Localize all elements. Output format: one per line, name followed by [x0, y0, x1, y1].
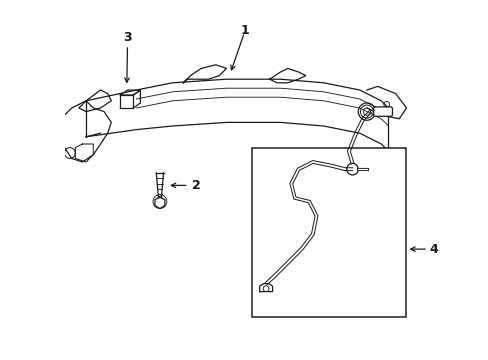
- Text: 3: 3: [123, 31, 132, 44]
- Text: 1: 1: [240, 24, 248, 37]
- Text: 4: 4: [429, 243, 438, 256]
- FancyBboxPatch shape: [373, 107, 392, 116]
- Text: 2: 2: [192, 179, 201, 192]
- Bar: [251, 148, 406, 317]
